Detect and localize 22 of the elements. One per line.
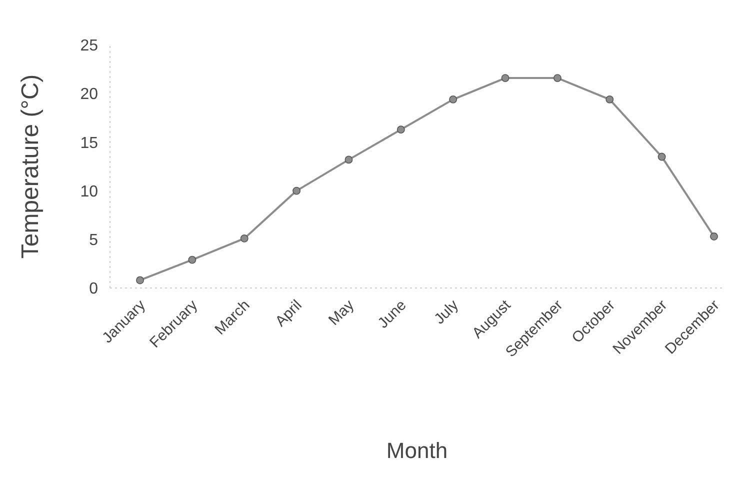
y-tick-label: 10 (80, 183, 98, 200)
point (240, 234, 248, 242)
point (553, 74, 562, 82)
x-tick-label: May (325, 296, 358, 329)
point (606, 95, 614, 104)
point (292, 186, 301, 195)
x-tick-label: July (431, 296, 462, 328)
point (449, 95, 458, 104)
y-axis-title: Temperature (°C) (17, 74, 44, 259)
point (188, 256, 196, 264)
point (136, 276, 144, 284)
point (344, 156, 353, 164)
point (710, 232, 718, 240)
y-tick-label: 20 (80, 86, 98, 104)
y-tick-label: 0 (89, 280, 98, 298)
point (658, 152, 666, 161)
y-tick-label: 15 (80, 134, 98, 152)
point (501, 74, 510, 82)
x-axis-title: Month (386, 438, 448, 463)
point (396, 126, 405, 134)
y-tick-label: 25 (80, 38, 98, 55)
y-tick-label: 5 (89, 232, 98, 249)
